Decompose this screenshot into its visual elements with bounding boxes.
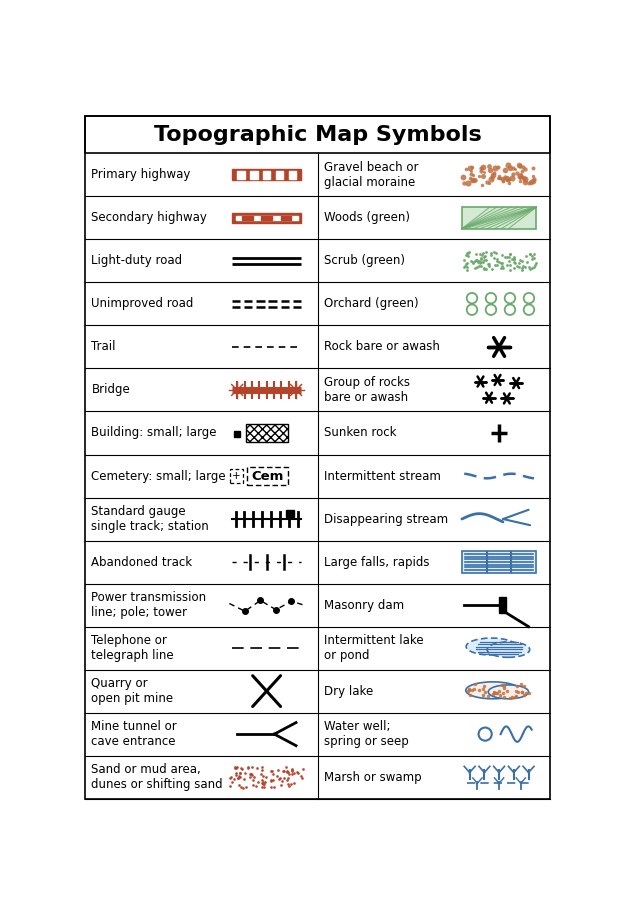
Bar [236, 216, 298, 220]
Bar [288, 171, 296, 178]
Text: Light-duty road: Light-duty road [92, 255, 182, 267]
Text: Scrub (green): Scrub (green) [324, 255, 405, 267]
Text: +: + [232, 470, 241, 480]
Bar [286, 510, 294, 517]
Ellipse shape [489, 685, 529, 699]
Text: Sand or mud area,
dunes or shifting sand: Sand or mud area, dunes or shifting sand [92, 763, 223, 791]
Bar [237, 171, 245, 178]
Text: Unimproved road: Unimproved road [92, 297, 194, 311]
Bar [86, 116, 551, 153]
Text: Sunken rock: Sunken rock [324, 427, 396, 439]
Bar [276, 171, 283, 178]
Bar [230, 468, 244, 483]
Text: Abandoned track: Abandoned track [92, 555, 193, 569]
Text: Intermittent stream: Intermittent stream [324, 469, 441, 483]
Text: Mine tunnel or
cave entrance: Mine tunnel or cave entrance [92, 720, 177, 748]
Ellipse shape [466, 638, 516, 655]
Bar [263, 171, 270, 178]
Bar [232, 213, 301, 223]
Text: Quarry or
open pit mine: Quarry or open pit mine [92, 677, 174, 705]
Text: Water well;
spring or seep: Water well; spring or seep [324, 720, 409, 748]
Text: Trail: Trail [92, 341, 116, 353]
Text: Group of rocks
bare or awash: Group of rocks bare or awash [324, 376, 410, 404]
Ellipse shape [487, 642, 529, 658]
Text: Telephone or
telegraph line: Telephone or telegraph line [92, 634, 174, 662]
Bar [462, 551, 536, 573]
Text: Intermittent lake
or pond: Intermittent lake or pond [324, 634, 423, 662]
Bar [247, 467, 288, 485]
Text: Dry lake: Dry lake [324, 685, 373, 698]
Bar [499, 597, 506, 612]
Bar [281, 217, 291, 219]
Text: Gravel beach or
glacial moraine: Gravel beach or glacial moraine [324, 161, 418, 188]
Text: Bridge: Bridge [92, 383, 130, 397]
Text: Primary highway: Primary highway [92, 169, 191, 181]
Bar [246, 424, 288, 442]
Ellipse shape [466, 682, 520, 699]
Bar [261, 217, 272, 219]
Bar [250, 171, 257, 178]
Text: Standard gauge
single track; station: Standard gauge single track; station [92, 505, 209, 533]
Text: Orchard (green): Orchard (green) [324, 297, 418, 311]
Bar [462, 207, 536, 228]
Text: Woods (green): Woods (green) [324, 211, 410, 225]
Bar [234, 431, 241, 438]
Text: Building: small; large: Building: small; large [92, 427, 217, 439]
Bar [232, 169, 301, 180]
Text: Masonry dam: Masonry dam [324, 599, 404, 612]
Text: Disappearing stream: Disappearing stream [324, 513, 448, 525]
Text: Cem: Cem [251, 469, 283, 483]
Text: Secondary highway: Secondary highway [92, 211, 207, 225]
Text: Cemetery: small; large: Cemetery: small; large [92, 469, 226, 483]
Text: Marsh or swamp: Marsh or swamp [324, 771, 422, 784]
Text: Rock bare or awash: Rock bare or awash [324, 341, 440, 353]
Text: Large falls, rapids: Large falls, rapids [324, 555, 430, 569]
Bar [242, 217, 253, 219]
Text: Topographic Map Symbols: Topographic Map Symbols [154, 125, 482, 145]
Text: Power transmission
line; pole; tower: Power transmission line; pole; tower [92, 591, 206, 619]
